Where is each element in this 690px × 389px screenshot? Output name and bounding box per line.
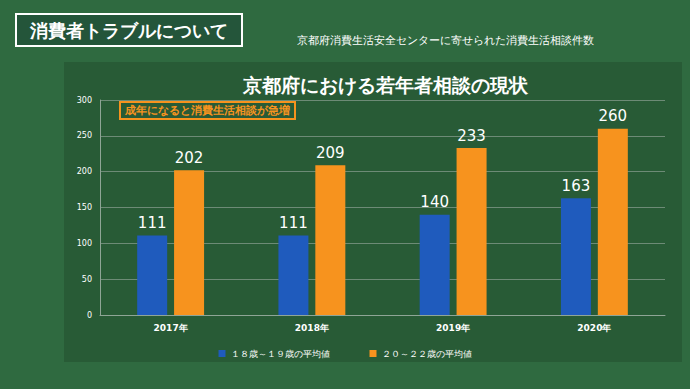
svg-text:150: 150 bbox=[77, 203, 92, 212]
svg-text:250: 250 bbox=[77, 131, 92, 140]
svg-text:京都府における若年者相談の現状: 京都府における若年者相談の現状 bbox=[242, 74, 529, 96]
svg-text:成年になると消費生活相談が急増: 成年になると消費生活相談が急増 bbox=[124, 104, 290, 117]
svg-text:2019年: 2019年 bbox=[436, 323, 470, 333]
svg-text:202: 202 bbox=[175, 149, 204, 167]
svg-text:100: 100 bbox=[77, 239, 92, 248]
svg-text:２０～２２歳の平均値: ２０～２２歳の平均値 bbox=[382, 349, 472, 359]
svg-text:233: 233 bbox=[457, 127, 486, 145]
svg-text:111: 111 bbox=[138, 214, 167, 232]
svg-text:209: 209 bbox=[316, 144, 345, 162]
svg-text:2017年: 2017年 bbox=[154, 323, 188, 333]
svg-text:300: 300 bbox=[77, 96, 92, 105]
svg-text:111: 111 bbox=[279, 214, 308, 232]
svg-text:2018年: 2018年 bbox=[295, 323, 329, 333]
svg-text:163: 163 bbox=[562, 177, 591, 195]
svg-text:50: 50 bbox=[82, 275, 92, 284]
svg-text:260: 260 bbox=[599, 107, 628, 125]
svg-text:0: 0 bbox=[87, 311, 92, 320]
svg-text:京都府消費生活安全センターに寄せられた消費生活相談件数: 京都府消費生活安全センターに寄せられた消費生活相談件数 bbox=[297, 34, 594, 47]
svg-text:200: 200 bbox=[77, 167, 92, 176]
svg-text:１８歳～１９歳の平均値: １８歳～１９歳の平均値 bbox=[231, 349, 330, 359]
svg-text:2020年: 2020年 bbox=[577, 323, 611, 333]
svg-text:消費者トラブルについて: 消費者トラブルについて bbox=[29, 20, 228, 41]
svg-text:140: 140 bbox=[420, 193, 449, 211]
